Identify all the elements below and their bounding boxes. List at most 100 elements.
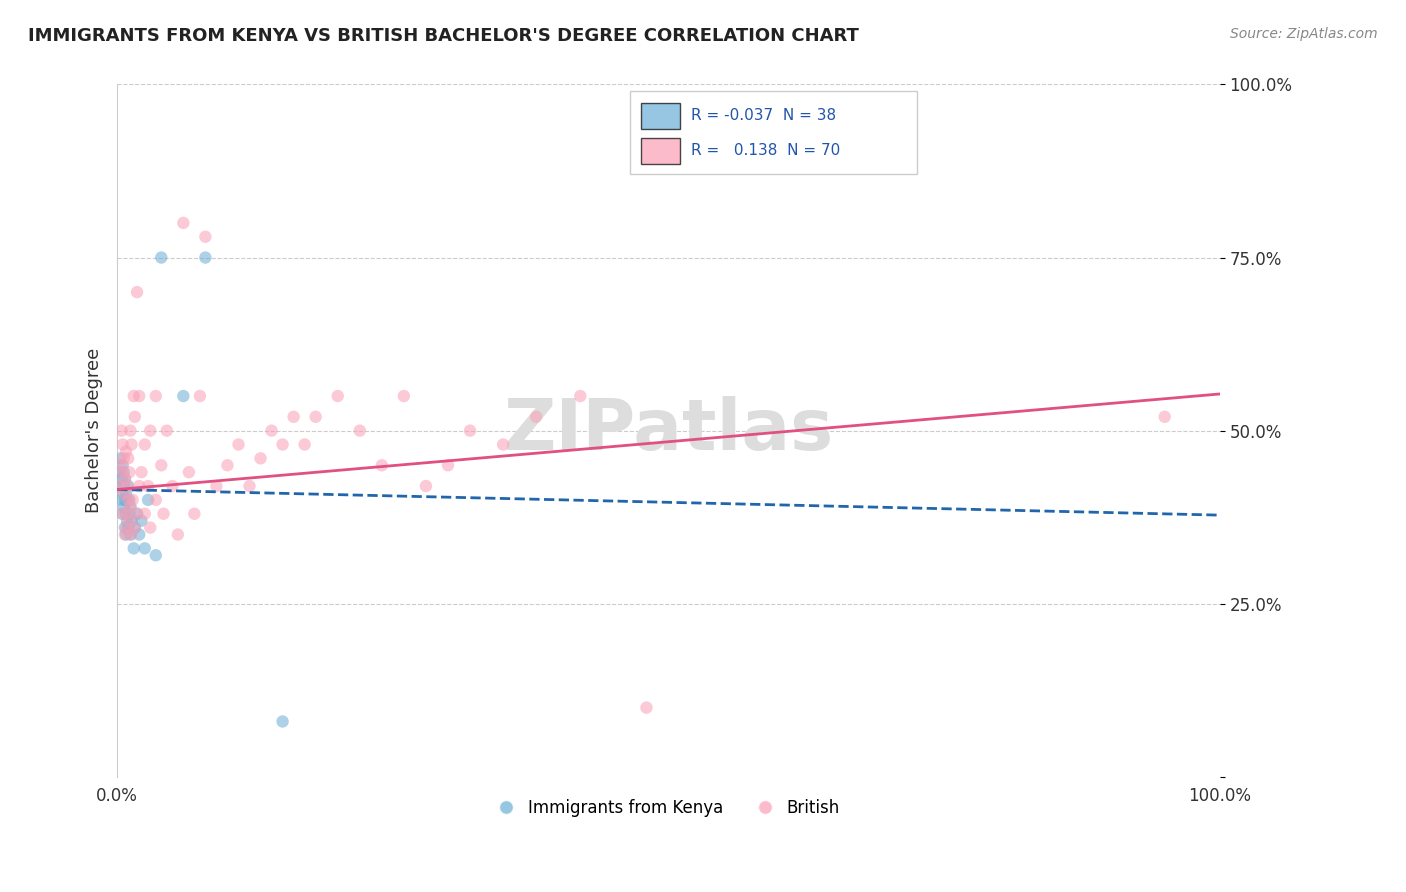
Point xyxy=(110,507,132,521)
Point xyxy=(114,520,136,534)
Point xyxy=(121,527,143,541)
Point xyxy=(115,520,138,534)
Point xyxy=(152,507,174,521)
Point xyxy=(145,549,167,563)
Point xyxy=(120,500,142,514)
Point xyxy=(128,389,150,403)
Point xyxy=(150,251,173,265)
Text: Source: ZipAtlas.com: Source: ZipAtlas.com xyxy=(1230,27,1378,41)
Point xyxy=(177,465,200,479)
Point xyxy=(121,437,143,451)
Point xyxy=(114,472,136,486)
Point xyxy=(145,389,167,403)
Legend: Immigrants from Kenya, British: Immigrants from Kenya, British xyxy=(491,793,846,824)
Point xyxy=(112,465,135,479)
Point xyxy=(110,451,132,466)
Point xyxy=(238,479,260,493)
Point xyxy=(112,500,135,514)
Point xyxy=(131,514,153,528)
Y-axis label: Bachelor's Degree: Bachelor's Degree xyxy=(86,348,103,513)
Point xyxy=(115,486,138,500)
Point xyxy=(112,486,135,500)
Point xyxy=(1153,409,1175,424)
Point xyxy=(271,714,294,729)
FancyBboxPatch shape xyxy=(630,91,917,175)
Point xyxy=(326,389,349,403)
Point xyxy=(145,492,167,507)
Point xyxy=(110,465,132,479)
Point xyxy=(125,507,148,521)
Point xyxy=(112,479,135,493)
Point xyxy=(136,479,159,493)
Point xyxy=(260,424,283,438)
Point xyxy=(118,492,141,507)
Point xyxy=(134,437,156,451)
Point xyxy=(115,479,138,493)
FancyBboxPatch shape xyxy=(641,137,679,164)
Point xyxy=(110,458,132,473)
Point xyxy=(111,486,134,500)
Point xyxy=(569,389,592,403)
Point xyxy=(283,409,305,424)
Point xyxy=(139,424,162,438)
Point xyxy=(120,500,142,514)
Point xyxy=(183,507,205,521)
Point xyxy=(122,389,145,403)
Text: R = -0.037  N = 38: R = -0.037 N = 38 xyxy=(690,108,835,123)
Point xyxy=(115,507,138,521)
Point xyxy=(118,514,141,528)
Point xyxy=(115,492,138,507)
Point xyxy=(172,216,194,230)
Point xyxy=(128,479,150,493)
Point xyxy=(172,389,194,403)
Point xyxy=(124,520,146,534)
Point xyxy=(131,465,153,479)
Point xyxy=(110,492,132,507)
Point xyxy=(139,520,162,534)
Point xyxy=(194,251,217,265)
Point xyxy=(128,527,150,541)
Point xyxy=(117,451,139,466)
Point xyxy=(124,520,146,534)
Point xyxy=(112,451,135,466)
Point xyxy=(110,424,132,438)
Point xyxy=(111,437,134,451)
Point xyxy=(150,458,173,473)
Point xyxy=(114,472,136,486)
Point xyxy=(125,507,148,521)
Point xyxy=(524,409,547,424)
Point xyxy=(117,492,139,507)
Point xyxy=(121,492,143,507)
Point xyxy=(125,285,148,300)
Point xyxy=(205,479,228,493)
Point xyxy=(492,437,515,451)
Point xyxy=(392,389,415,403)
Point xyxy=(194,229,217,244)
Point xyxy=(134,541,156,556)
Text: ZIPatlas: ZIPatlas xyxy=(503,396,834,465)
Point xyxy=(162,479,184,493)
Point xyxy=(136,492,159,507)
Point xyxy=(108,479,131,493)
Point xyxy=(115,507,138,521)
Text: R =   0.138  N = 70: R = 0.138 N = 70 xyxy=(690,143,839,158)
Point xyxy=(121,514,143,528)
Point xyxy=(228,437,250,451)
Point xyxy=(111,458,134,473)
Point xyxy=(349,424,371,438)
Point xyxy=(114,527,136,541)
Point xyxy=(110,472,132,486)
Point xyxy=(124,409,146,424)
FancyBboxPatch shape xyxy=(641,103,679,129)
Point xyxy=(134,507,156,521)
Point xyxy=(415,479,437,493)
Point xyxy=(111,507,134,521)
Point xyxy=(115,444,138,458)
Point xyxy=(458,424,481,438)
Point xyxy=(108,479,131,493)
Point xyxy=(117,479,139,493)
Point xyxy=(371,458,394,473)
Point xyxy=(111,465,134,479)
Point xyxy=(249,451,271,466)
Point xyxy=(166,527,188,541)
